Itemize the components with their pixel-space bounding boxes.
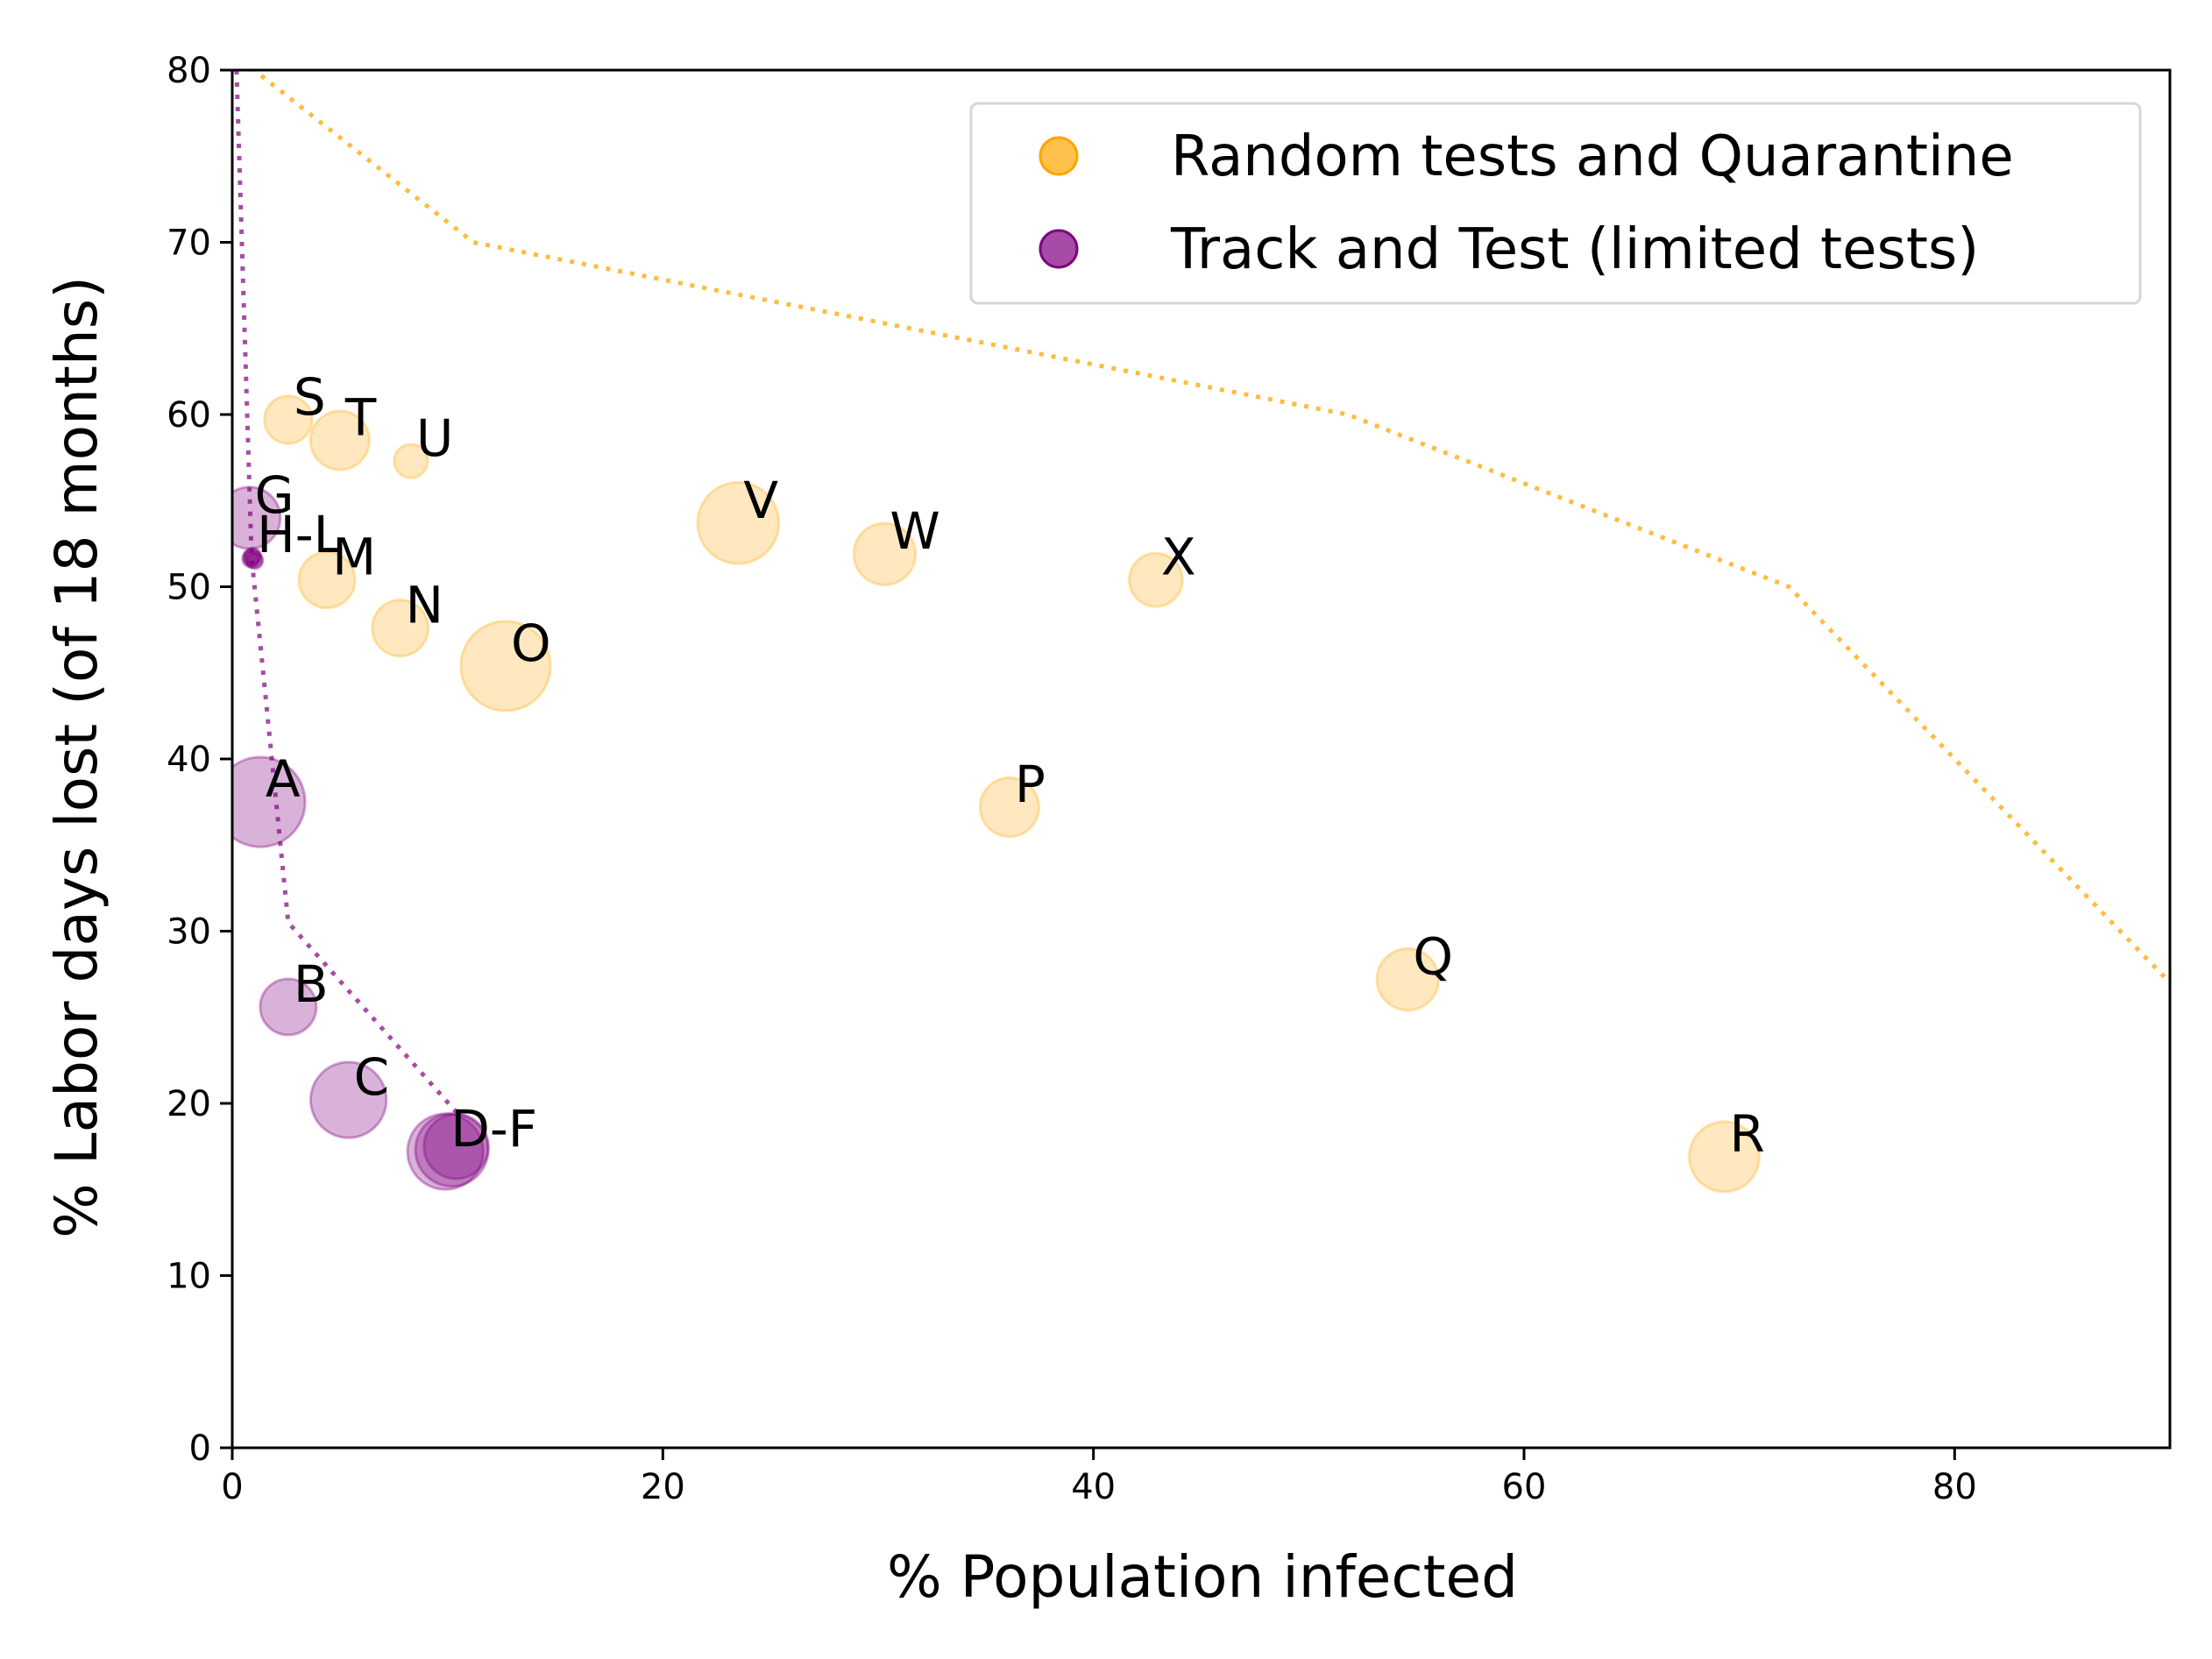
random-tests-point-p bbox=[978, 776, 1040, 839]
legend: Random tests and Quarantine Track and Tes… bbox=[969, 102, 2142, 305]
track-and-test-point-a bbox=[232, 755, 307, 848]
track-and-test-point-extra-9 bbox=[243, 546, 262, 565]
y-tick-label-0: 0 bbox=[189, 1429, 211, 1469]
plot-content bbox=[232, 70, 2170, 1194]
track-and-test-point-extra-11 bbox=[241, 549, 260, 569]
random-tests-label-q: Q bbox=[1413, 927, 1453, 987]
track-and-test-point-extra-10 bbox=[245, 551, 265, 571]
legend-marker-track-and-test bbox=[1039, 229, 1079, 269]
y-tick-label-40: 40 bbox=[167, 740, 211, 780]
x-tick-label-20: 20 bbox=[641, 1467, 685, 1507]
y-axis-label: % Labor days lost (of 18 months) bbox=[43, 276, 110, 1238]
y-tick-label-60: 60 bbox=[167, 395, 211, 436]
legend-label-random-tests: Random tests and Quarantine bbox=[1171, 124, 2014, 189]
x-tick-label-40: 40 bbox=[1071, 1467, 1116, 1507]
track-and-test-point-g bbox=[232, 486, 282, 550]
y-tick-label-30: 30 bbox=[167, 912, 211, 953]
track-and-test-label-g: G bbox=[255, 465, 294, 525]
random-tests-point-w bbox=[852, 521, 918, 586]
random-tests-label-v: V bbox=[743, 471, 778, 530]
random-tests-frontier-line bbox=[250, 70, 2170, 985]
legend-box bbox=[969, 102, 2142, 305]
y-tick-label-70: 70 bbox=[167, 223, 211, 264]
track-and-test-label-b: B bbox=[294, 954, 329, 1014]
random-tests-point-n bbox=[371, 599, 430, 658]
random-tests-point-r bbox=[1687, 1120, 1761, 1194]
track-and-test-label-d-f: D-F bbox=[450, 1099, 537, 1159]
random-tests-point-s bbox=[263, 394, 314, 445]
random-tests-label-s: S bbox=[294, 367, 326, 427]
random-tests-point-q bbox=[1375, 946, 1441, 1012]
track-and-test-label-a: A bbox=[266, 749, 301, 809]
track-and-test-point-extra-4 bbox=[414, 1111, 490, 1188]
track-and-test-label-h-l: H-L bbox=[257, 505, 342, 564]
random-tests-point-m bbox=[297, 550, 357, 610]
random-tests-point-o bbox=[459, 620, 552, 713]
track-and-test-label-c: C bbox=[354, 1047, 390, 1107]
x-tick-label-60: 60 bbox=[1502, 1467, 1547, 1507]
track-and-test-point-h-l bbox=[242, 547, 262, 568]
random-tests-label-p: P bbox=[1015, 755, 1046, 814]
axes: 0 20 40 60 80 0 10 20 30 40 50 60 70 80 bbox=[167, 51, 2172, 1507]
random-tests-point-t bbox=[308, 409, 371, 471]
track-and-test-point-extra-5 bbox=[422, 1112, 490, 1180]
random-tests-point-x bbox=[1128, 551, 1184, 608]
random-tests-point-u bbox=[393, 443, 429, 479]
plot-area: MN O P Q R S T U V W X A BC D-F GH-L bbox=[232, 70, 2170, 1194]
random-tests-label-r: R bbox=[1729, 1104, 1764, 1164]
y-tick-label-20: 20 bbox=[167, 1084, 211, 1124]
y-tick-label-80: 80 bbox=[167, 51, 211, 91]
random-tests-label-o: O bbox=[511, 613, 551, 673]
x-tick-label-0: 0 bbox=[221, 1467, 243, 1507]
random-tests-label-n: N bbox=[406, 576, 443, 635]
random-tests-label-u: U bbox=[416, 408, 453, 468]
legend-label-track-and-test: Track and Test (limited tests) bbox=[1170, 217, 1979, 282]
track-and-test-point-b bbox=[259, 977, 318, 1037]
track-and-test-point-extra-8 bbox=[244, 549, 264, 570]
x-axis-label: % Population infected bbox=[887, 1543, 1518, 1611]
x-tick-label-80: 80 bbox=[1932, 1467, 1977, 1507]
random-tests-point-v bbox=[696, 480, 781, 565]
y-tick-label-50: 50 bbox=[167, 568, 211, 608]
legend-marker-random-tests bbox=[1039, 136, 1079, 176]
y-tick-label-10: 10 bbox=[167, 1257, 211, 1297]
random-tests-label-x: X bbox=[1161, 528, 1196, 587]
track-and-test-point-d-f bbox=[406, 1112, 485, 1191]
random-tests-label-w: W bbox=[890, 501, 939, 561]
random-tests-label-t: T bbox=[344, 387, 377, 447]
random-tests-label-m: M bbox=[332, 528, 376, 587]
track-and-test-point-c bbox=[308, 1060, 388, 1139]
